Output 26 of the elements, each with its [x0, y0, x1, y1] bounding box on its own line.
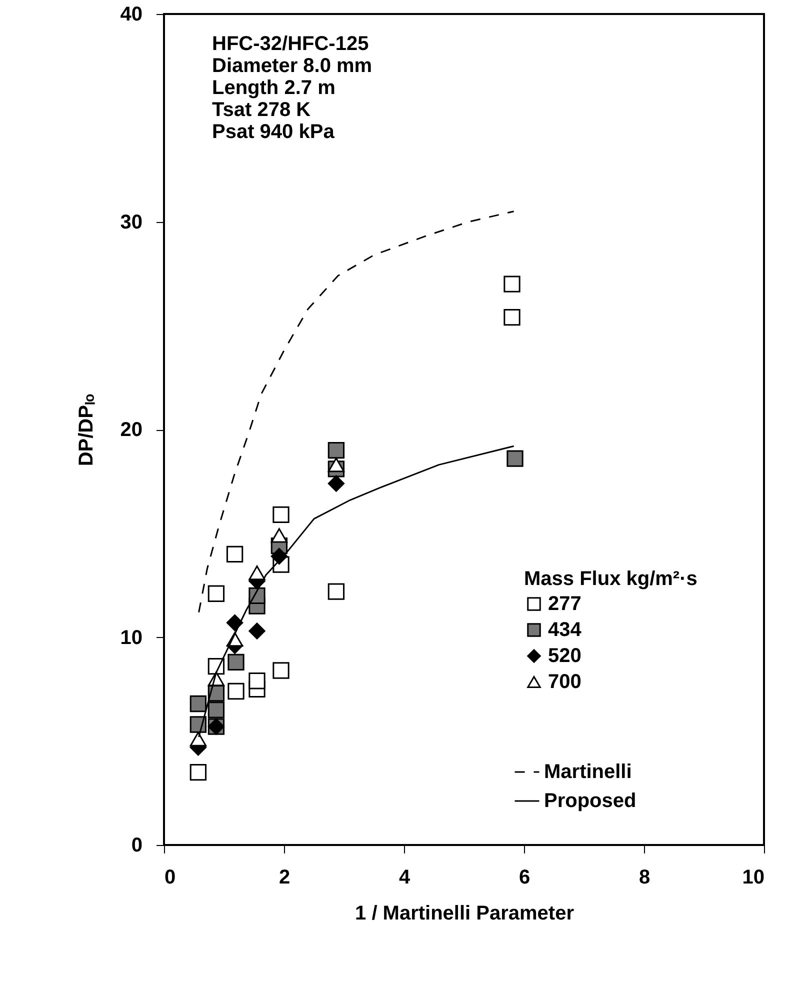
legend-label: 434	[548, 619, 582, 641]
x-tick-label: 6	[518, 866, 530, 888]
y-tick-label: 40	[120, 4, 142, 26]
x-axis-title: 1 / Martinelli Parameter	[355, 902, 574, 924]
x-tick-label: 4	[398, 866, 411, 888]
legend-label: 520	[548, 645, 582, 667]
annotation: HFC-32/HFC-125	[212, 33, 369, 55]
legend-label: 700	[548, 671, 582, 693]
annotation: Diameter 8.0 mm	[212, 55, 372, 77]
x-tick-label: 0	[164, 866, 176, 888]
legend-title: Mass Flux kg/m²·s	[524, 568, 698, 590]
x-tick-label: 8	[638, 866, 650, 888]
x-tick-label: 10	[742, 866, 764, 888]
legend-label: Proposed	[544, 790, 636, 812]
x-tick-label: 2	[278, 866, 290, 888]
y-tick-label: 10	[120, 626, 142, 649]
annotation: Tsat 278 K	[212, 99, 312, 121]
annotation: Length 2.7 m	[212, 77, 336, 99]
y-tick-label: 20	[120, 419, 142, 441]
legend-label: 277	[548, 593, 582, 615]
legend-label: Martinelli	[544, 761, 632, 783]
y-tick-label: 0	[131, 834, 142, 856]
annotation: Psat 940 kPa	[212, 121, 336, 143]
line-series	[198, 210, 515, 614]
y-tick-label: 30	[120, 211, 142, 234]
y-axis-title: DP/DPₗₒ	[75, 394, 98, 466]
